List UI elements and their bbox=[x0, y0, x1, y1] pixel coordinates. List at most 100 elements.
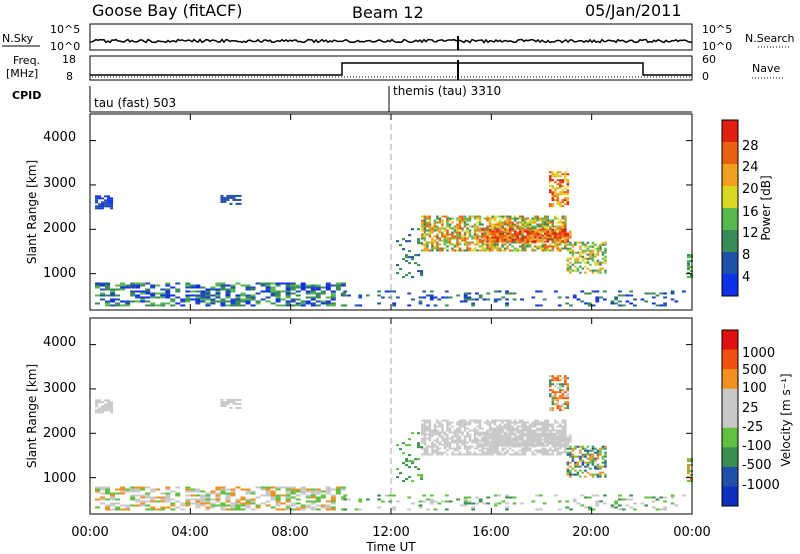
echo-cell bbox=[579, 253, 582, 256]
echo-cell bbox=[402, 442, 406, 445]
echo-cell bbox=[431, 451, 434, 454]
echo-cell bbox=[689, 260, 694, 263]
echo-cell bbox=[451, 237, 454, 240]
echo-cell bbox=[220, 286, 226, 289]
echo-cell bbox=[195, 504, 201, 507]
echo-cell bbox=[659, 304, 664, 307]
echo-cell bbox=[561, 225, 565, 228]
echo-cell bbox=[290, 508, 296, 511]
x-axis: 00:00 04:00 08:00 12:00 16:00 20:00 00:0… bbox=[71, 525, 710, 554]
echo-cell bbox=[523, 429, 527, 432]
echo-cell bbox=[200, 500, 206, 503]
echo-cell bbox=[473, 235, 477, 238]
colorbar-swatch bbox=[722, 427, 738, 448]
echo-cell bbox=[571, 459, 575, 462]
echo-cell bbox=[523, 235, 527, 238]
echo-cell bbox=[431, 245, 434, 248]
echo-cell bbox=[476, 249, 479, 252]
echo-cell bbox=[601, 471, 605, 474]
echo-cell bbox=[431, 231, 434, 234]
echo-cell bbox=[436, 243, 439, 246]
echo-cell bbox=[496, 227, 499, 230]
echo-cell bbox=[95, 294, 101, 297]
echo-cell bbox=[448, 243, 452, 246]
echo-cell bbox=[95, 403, 99, 406]
echo-cell bbox=[155, 500, 161, 503]
echo-cell bbox=[491, 431, 494, 434]
echo-cell bbox=[105, 302, 111, 305]
echo-cell bbox=[561, 223, 565, 226]
echo-cell bbox=[421, 229, 424, 232]
echo-cell bbox=[538, 432, 542, 435]
echo-cell bbox=[566, 197, 570, 200]
echo-cell bbox=[506, 245, 509, 248]
echo-cell bbox=[602, 298, 607, 301]
echo-cell bbox=[408, 272, 412, 275]
echo-cell bbox=[541, 429, 545, 432]
echo-cell bbox=[468, 219, 472, 222]
echo-cell bbox=[446, 235, 449, 238]
echo-cell bbox=[165, 284, 171, 287]
echo-cell bbox=[533, 444, 537, 447]
echo-cell bbox=[429, 500, 434, 503]
echo-cell bbox=[473, 249, 477, 252]
vel-ytick-1000: 1000 bbox=[43, 471, 76, 486]
echo-cell bbox=[110, 207, 114, 210]
echo-cell bbox=[511, 449, 514, 452]
echo-cell bbox=[491, 245, 494, 248]
echo-cell bbox=[486, 431, 489, 434]
echo-cell bbox=[518, 432, 522, 435]
echo-cell bbox=[526, 440, 529, 443]
echo-cell bbox=[265, 486, 271, 489]
echo-cell bbox=[536, 419, 539, 422]
echo-cell bbox=[463, 502, 468, 505]
echo-cell bbox=[496, 453, 499, 456]
echo-cell bbox=[428, 433, 432, 436]
echo-cell bbox=[101, 205, 105, 208]
echo-cell bbox=[155, 304, 161, 307]
echo-cell bbox=[523, 451, 527, 454]
echo-cell bbox=[245, 296, 251, 299]
echo-cell bbox=[315, 508, 321, 511]
echo-cell bbox=[538, 247, 542, 250]
echo-cell bbox=[436, 441, 439, 444]
echo-cell bbox=[195, 294, 201, 297]
echo-cell bbox=[528, 229, 532, 232]
nave-tick-top: 60 bbox=[702, 53, 716, 66]
echo-cell bbox=[569, 251, 572, 254]
echo-cell bbox=[544, 243, 547, 246]
echo-cell bbox=[421, 249, 424, 252]
echo-cell bbox=[448, 431, 452, 434]
echo-cell bbox=[481, 249, 484, 252]
echo-cell bbox=[426, 433, 429, 436]
echo-cell bbox=[528, 230, 532, 233]
echo-cell bbox=[511, 427, 514, 430]
echo-cell bbox=[508, 442, 512, 445]
echo-cell bbox=[506, 240, 509, 243]
echo-cell bbox=[428, 431, 432, 434]
echo-cell bbox=[587, 496, 592, 499]
echo-cell bbox=[551, 444, 555, 447]
echo-cell bbox=[528, 429, 532, 432]
echo-cell bbox=[549, 221, 552, 224]
echo-cell bbox=[431, 225, 434, 228]
echo-cell bbox=[453, 249, 457, 252]
echo-cell bbox=[533, 443, 537, 446]
echo-cell bbox=[290, 292, 296, 295]
echo-cell bbox=[275, 294, 281, 297]
echo-cell bbox=[526, 444, 529, 447]
echo-cell bbox=[100, 294, 106, 297]
echo-cell bbox=[423, 449, 427, 452]
echo-cell bbox=[431, 243, 434, 246]
echo-cell bbox=[215, 284, 221, 287]
echo-cell bbox=[523, 421, 527, 424]
echo-cell bbox=[556, 383, 560, 386]
echo-cell bbox=[426, 247, 429, 250]
echo-cell bbox=[564, 379, 567, 382]
echo-cell bbox=[686, 256, 690, 259]
echo-cell bbox=[388, 296, 393, 299]
echo-cell bbox=[358, 498, 363, 501]
echo-cell bbox=[506, 217, 509, 220]
echo-cell bbox=[526, 221, 529, 224]
echo-cell bbox=[478, 439, 482, 442]
